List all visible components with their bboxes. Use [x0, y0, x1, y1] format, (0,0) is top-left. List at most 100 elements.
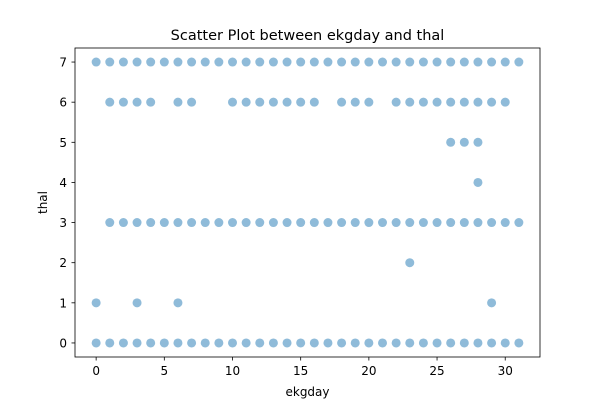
data-point: [214, 218, 224, 228]
data-point: [255, 338, 265, 348]
data-point: [146, 97, 156, 107]
data-point: [200, 218, 210, 228]
data-point: [405, 258, 415, 268]
data-point: [446, 57, 456, 67]
data-point: [432, 57, 442, 67]
data-point: [91, 57, 101, 67]
data-point: [391, 97, 401, 107]
data-point: [446, 338, 456, 348]
data-point: [255, 218, 265, 228]
data-point: [187, 338, 197, 348]
data-point: [323, 57, 333, 67]
data-point: [487, 338, 497, 348]
data-point: [241, 57, 251, 67]
data-point: [500, 338, 510, 348]
y-axis-ticks: 0 1 2 3 4 5 6 7: [59, 56, 75, 350]
data-point: [309, 97, 319, 107]
data-point: [296, 218, 306, 228]
data-point: [282, 57, 292, 67]
data-point: [459, 338, 469, 348]
data-point: [350, 218, 360, 228]
x-tick-label: 20: [361, 364, 376, 378]
data-point: [255, 57, 265, 67]
data-point: [473, 57, 483, 67]
data-point: [391, 218, 401, 228]
data-point: [514, 57, 524, 67]
data-point: [500, 97, 510, 107]
data-point: [268, 57, 278, 67]
data-point: [255, 97, 265, 107]
data-point: [459, 218, 469, 228]
data-point: [309, 338, 319, 348]
data-point: [187, 57, 197, 67]
data-point: [105, 218, 115, 228]
data-point: [487, 298, 497, 308]
data-point: [282, 338, 292, 348]
data-point: [91, 298, 101, 308]
data-point: [118, 57, 128, 67]
data-point: [105, 97, 115, 107]
data-point: [391, 338, 401, 348]
data-point: [187, 218, 197, 228]
data-point: [200, 57, 210, 67]
data-point: [378, 57, 387, 67]
data-point: [418, 338, 428, 348]
data-point: [173, 298, 183, 308]
data-point: [473, 338, 483, 348]
data-point: [364, 218, 374, 228]
data-point: [132, 57, 142, 67]
data-point: [296, 338, 306, 348]
data-point: [159, 218, 169, 228]
data-point: [132, 97, 142, 107]
data-point: [391, 57, 401, 67]
y-tick-label: 7: [59, 56, 67, 70]
x-tick-label: 30: [498, 364, 513, 378]
data-point: [296, 97, 306, 107]
x-axis-label: ekgday: [285, 385, 329, 399]
y-tick-label: 6: [59, 96, 67, 110]
data-point: [228, 218, 237, 228]
data-point: [173, 338, 183, 348]
data-point: [132, 218, 142, 228]
data-point: [159, 57, 169, 67]
chart-title: Scatter Plot between ekgday and thal: [171, 28, 445, 44]
data-point: [118, 218, 128, 228]
y-tick-label: 0: [59, 336, 67, 350]
data-point: [446, 97, 456, 107]
data-point: [418, 97, 428, 107]
data-point: [350, 338, 360, 348]
data-point: [241, 97, 251, 107]
data-point: [337, 97, 347, 107]
data-point: [146, 57, 156, 67]
y-axis-label: thal: [36, 191, 50, 214]
y-tick-label: 3: [59, 216, 67, 230]
data-point: [241, 338, 251, 348]
data-point: [418, 218, 428, 228]
data-point: [459, 137, 469, 147]
data-point: [146, 218, 156, 228]
data-point: [268, 218, 278, 228]
data-point: [459, 97, 469, 107]
data-point: [337, 218, 347, 228]
data-point: [364, 97, 374, 107]
data-point: [432, 218, 442, 228]
x-tick-label: 0: [92, 364, 100, 378]
data-point: [159, 338, 169, 348]
data-point: [364, 57, 374, 67]
data-point: [187, 97, 197, 107]
data-point: [473, 137, 483, 147]
x-axis-ticks: 0 5 10 15 20 25 30: [92, 357, 513, 378]
data-point: [105, 57, 115, 67]
y-tick-label: 2: [59, 256, 67, 270]
data-point: [282, 97, 292, 107]
data-point: [268, 338, 278, 348]
data-point: [405, 338, 415, 348]
data-point: [500, 218, 510, 228]
data-point: [432, 97, 442, 107]
data-point: [105, 338, 115, 348]
data-point: [200, 338, 210, 348]
plot-frame: [74, 47, 541, 358]
data-point: [487, 218, 497, 228]
y-tick-label: 5: [59, 136, 67, 150]
data-point: [446, 218, 456, 228]
